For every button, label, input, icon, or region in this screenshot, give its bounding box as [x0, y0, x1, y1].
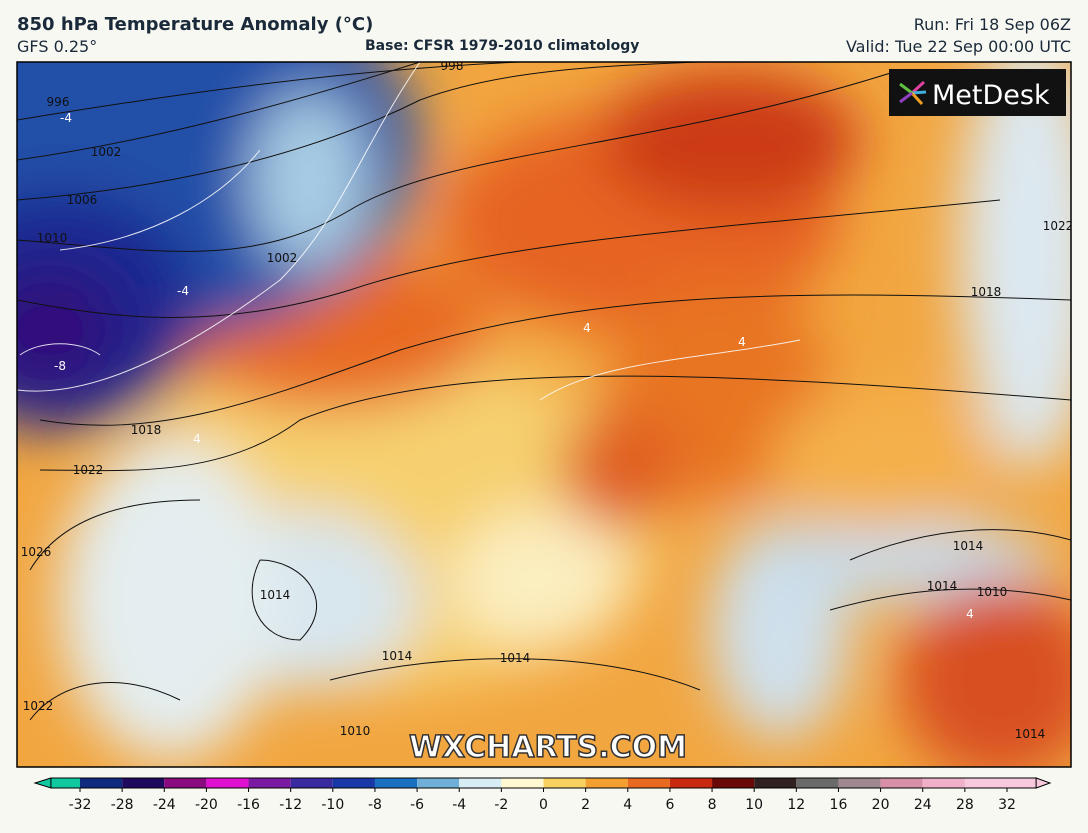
run: Run: Fri 18 Sep 06Z	[913, 15, 1071, 34]
colorbar-tick-label: -32	[69, 797, 92, 813]
contour-label: 1014	[500, 651, 531, 665]
contour-label: 1014	[382, 649, 413, 663]
contour-label: 4	[583, 321, 591, 335]
colorbar-tick-label: 20	[872, 797, 890, 813]
colorbar-arrow-left	[33, 777, 52, 789]
colorbar-tick-label: -12	[279, 797, 302, 813]
colorbar-segment	[627, 778, 670, 788]
contour-label: 1026	[21, 545, 52, 559]
contour-label: -4	[177, 284, 189, 298]
colorbar-tick-label: 12	[787, 797, 805, 813]
base: Base: CFSR 1979-2010 climatology	[365, 38, 640, 54]
colorbar-segment	[501, 778, 544, 788]
colorbar-segment	[922, 778, 965, 788]
colorbar-tick-label: -16	[237, 797, 260, 813]
contour-label: 1022	[1043, 219, 1074, 233]
contour-label: -8	[54, 359, 66, 373]
colorbar-segment	[80, 778, 123, 788]
colorbar-tick-label: -10	[321, 797, 344, 813]
colorbar-tick-label: -2	[494, 797, 508, 813]
contour-label: 1002	[267, 251, 298, 265]
title: 850 hPa Temperature Anomaly (°C)	[17, 14, 374, 35]
colorbar-tick-label: 28	[956, 797, 974, 813]
contour-label: 998	[441, 59, 464, 73]
contour-label: 1014	[260, 588, 291, 602]
map-field: 998 996 1002 1006 1010 1002 1018 1022 1026 1014 10…	[17, 59, 1074, 767]
colorbar-arrow-right	[1035, 777, 1052, 789]
contour-label: 1022	[23, 699, 54, 713]
colorbar-tick-label: 16	[830, 797, 848, 813]
colorbar-segment	[374, 778, 418, 788]
contour-label: 1018	[971, 285, 1002, 299]
colorbar-segment	[206, 778, 249, 788]
colorbar-segment	[754, 778, 797, 788]
contour-label: 1022	[73, 463, 104, 477]
logo: MetDesk	[932, 80, 1050, 111]
colorbar-tick-label: 10	[745, 797, 763, 813]
model: GFS 0.25°	[17, 37, 98, 56]
colorbar-tick-label: 8	[708, 797, 717, 813]
valid: Valid: Tue 22 Sep 00:00 UTC	[845, 37, 1071, 56]
colorbar-segment	[543, 778, 586, 788]
colorbar-tick-label: -4	[452, 797, 466, 813]
contour-label: -4	[60, 111, 72, 125]
colorbar-segment	[417, 778, 460, 788]
colorbar-tick-label: -20	[195, 797, 218, 813]
colorbar-tick-label: 6	[665, 797, 674, 813]
contour-label: 1006	[67, 193, 98, 207]
contour-label: 1010	[977, 585, 1008, 599]
colorbar-tick-label: -28	[111, 797, 134, 813]
contour-label: 1014	[953, 539, 984, 553]
colorbar-segment	[1007, 778, 1037, 788]
colorbar-segment	[585, 778, 628, 788]
colorbar-segment	[712, 778, 755, 788]
colorbar-tick-label: 4	[623, 797, 632, 813]
colorbar-segment	[796, 778, 839, 788]
colorbar-segment	[838, 778, 881, 788]
colorbar-segment	[332, 778, 375, 788]
contour-label: 1014	[927, 579, 958, 593]
colorbar-segment	[290, 778, 333, 788]
contour-label: 1010	[37, 231, 68, 245]
colorbar-tick-label: 0	[539, 797, 548, 813]
colorbar-segment	[880, 778, 923, 788]
colorbar-tick-label: -8	[368, 797, 382, 813]
colorbar-segment	[164, 778, 207, 788]
contour-label: 1018	[131, 423, 162, 437]
logo-icon	[899, 80, 927, 106]
colorbar-tick-label: -6	[410, 797, 424, 813]
contour-label: 1010	[340, 724, 371, 738]
contour-label: 1014	[1015, 727, 1046, 741]
colorbar-segment	[669, 778, 713, 788]
contour-label: 4	[738, 335, 746, 349]
colorbar-segment	[459, 778, 502, 788]
colorbar-tick-label: 2	[581, 797, 590, 813]
colorbar-segment	[50, 778, 80, 788]
colorbar-segment	[122, 778, 165, 788]
contour-label: 1002	[91, 145, 122, 159]
colorbar-tick-label: 32	[998, 797, 1016, 813]
watermark: WXCHARTS.COM	[409, 730, 687, 765]
colorbar-segment	[964, 778, 1007, 788]
colorbar-tick-label: 24	[914, 797, 932, 813]
colorbar-tick-label: -24	[153, 797, 176, 813]
colorbar-segment	[248, 778, 291, 788]
contour-label: 4	[966, 607, 974, 621]
map-frame	[16, 61, 1072, 768]
colorbar: -32 -28 -24 -20 -16 -12 -10 -8 -6 -4 -2 0 2 4 6 8 10 12 16…	[33, 777, 1052, 813]
contour-label: 996	[47, 95, 70, 109]
contour-label: 4	[193, 432, 201, 446]
